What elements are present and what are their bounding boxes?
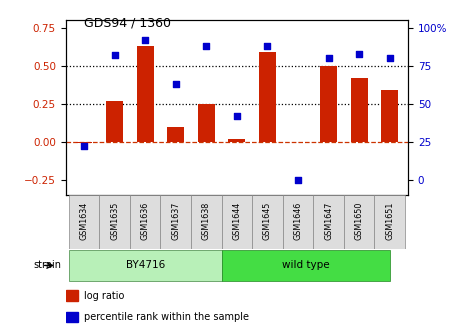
Point xyxy=(294,177,302,182)
Point xyxy=(264,43,271,49)
Point xyxy=(141,37,149,43)
Bar xyxy=(221,250,390,281)
Text: log ratio: log ratio xyxy=(84,291,125,301)
Bar xyxy=(313,195,344,249)
Point xyxy=(172,81,180,87)
Point xyxy=(356,51,363,56)
Bar xyxy=(381,90,398,142)
Point xyxy=(203,43,210,49)
Point xyxy=(386,55,393,61)
Text: GSM1644: GSM1644 xyxy=(232,201,242,240)
Bar xyxy=(344,195,374,249)
Point xyxy=(111,52,118,58)
Bar xyxy=(69,250,221,281)
Text: GSM1647: GSM1647 xyxy=(324,201,333,240)
Bar xyxy=(130,195,160,249)
Bar xyxy=(198,104,215,142)
Text: GSM1651: GSM1651 xyxy=(385,201,394,240)
Text: GSM1645: GSM1645 xyxy=(263,201,272,240)
Bar xyxy=(351,78,368,142)
Bar xyxy=(106,101,123,142)
Bar xyxy=(160,195,191,249)
Bar xyxy=(283,195,313,249)
Bar xyxy=(76,142,92,143)
Text: GSM1650: GSM1650 xyxy=(355,201,363,240)
Text: GSM1646: GSM1646 xyxy=(294,201,303,240)
Text: wild type: wild type xyxy=(282,260,329,270)
Text: GSM1635: GSM1635 xyxy=(110,201,119,240)
Bar xyxy=(191,195,221,249)
Text: BY4716: BY4716 xyxy=(126,260,165,270)
Point xyxy=(233,113,241,119)
Bar xyxy=(66,290,78,301)
Text: GSM1636: GSM1636 xyxy=(141,201,150,240)
Point xyxy=(325,55,333,61)
Text: percentile rank within the sample: percentile rank within the sample xyxy=(84,312,250,322)
Text: GSM1638: GSM1638 xyxy=(202,201,211,240)
Bar xyxy=(69,195,99,249)
Bar xyxy=(99,195,130,249)
Bar xyxy=(252,195,283,249)
Bar xyxy=(228,139,245,142)
Bar xyxy=(374,195,405,249)
Text: GDS94 / 1360: GDS94 / 1360 xyxy=(84,17,172,30)
Bar xyxy=(66,312,78,322)
Bar xyxy=(221,195,252,249)
Bar xyxy=(259,52,276,142)
Text: strain: strain xyxy=(33,260,61,270)
Point xyxy=(80,143,88,149)
Text: GSM1637: GSM1637 xyxy=(171,201,180,240)
Bar xyxy=(320,66,337,142)
Bar xyxy=(167,127,184,142)
Bar xyxy=(137,46,153,142)
Text: GSM1634: GSM1634 xyxy=(80,201,89,240)
